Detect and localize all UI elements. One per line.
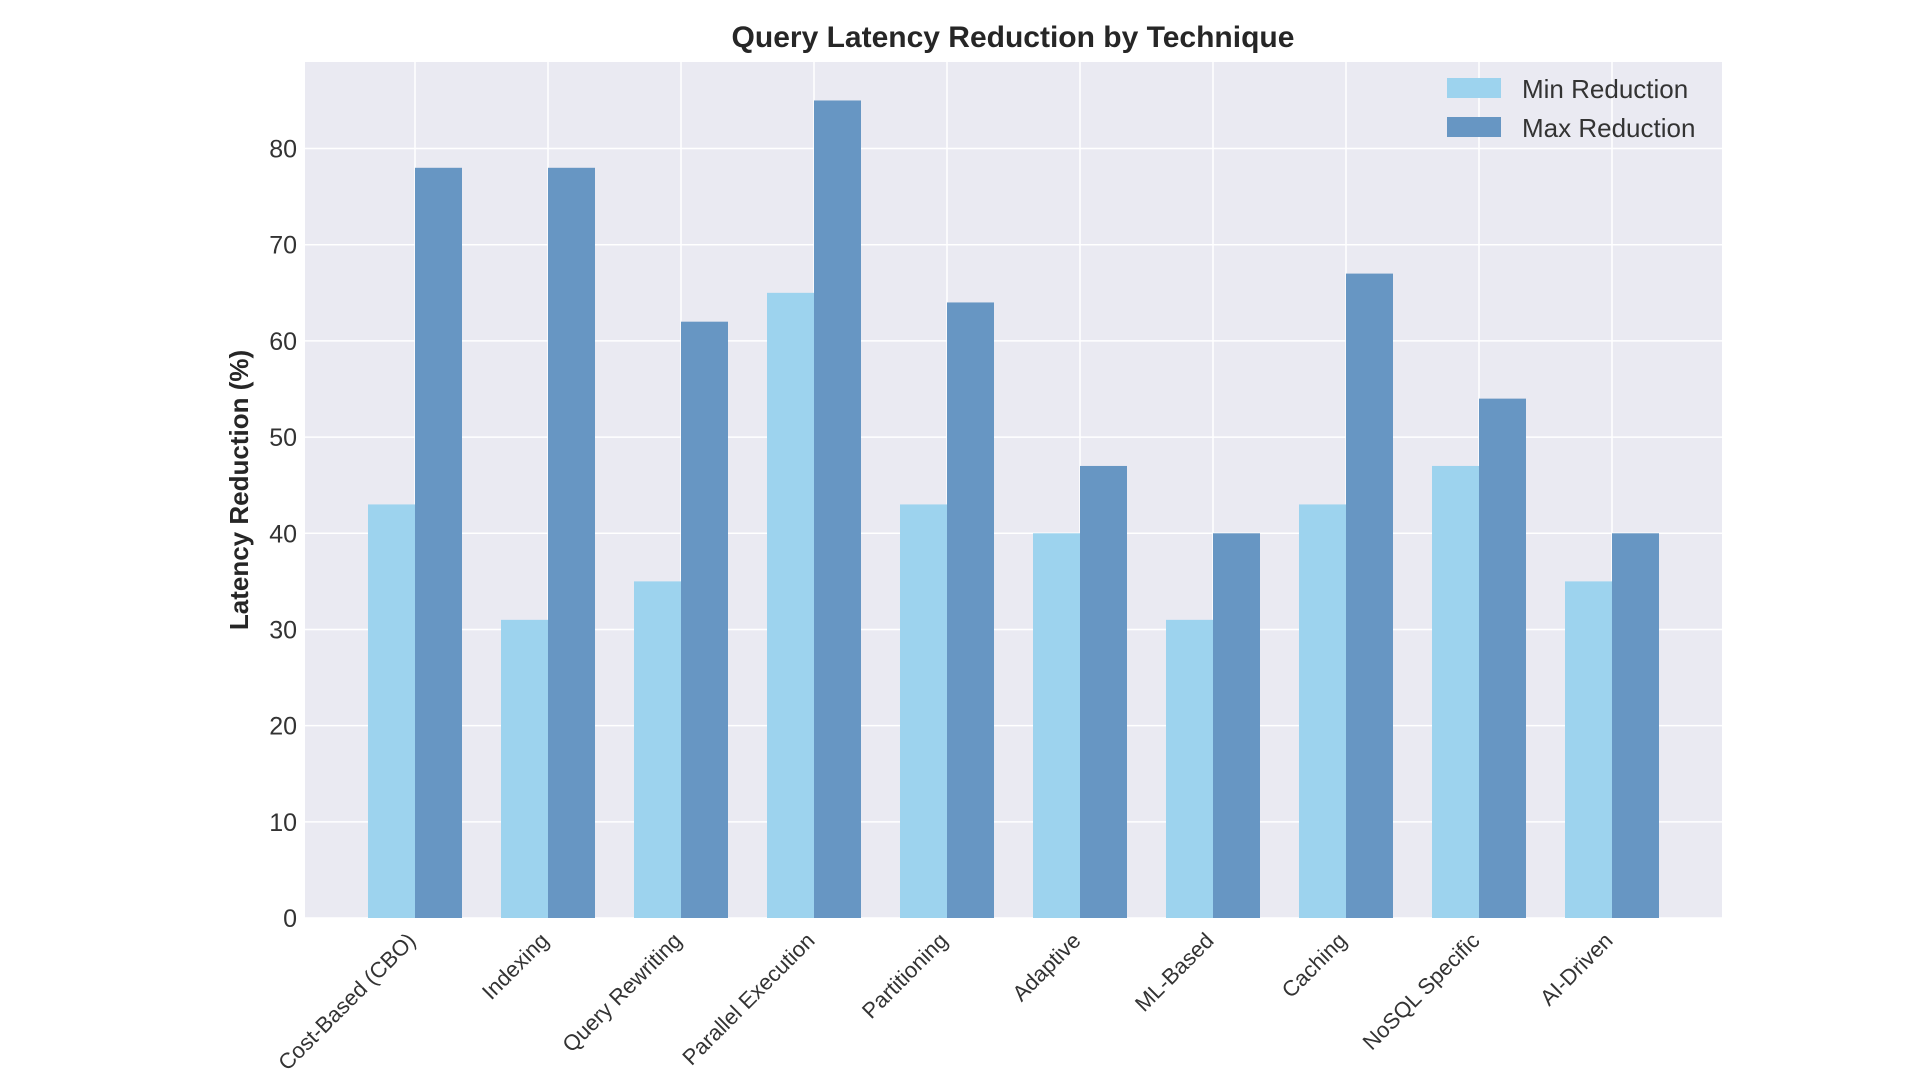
bar-max-reduction [1479, 398, 1526, 918]
bar-max-reduction [1612, 533, 1659, 918]
legend-label: Min Reduction [1522, 74, 1688, 104]
bar-max-reduction [548, 167, 595, 919]
y-tick-label: 60 [269, 328, 297, 356]
bar-min-reduction [1033, 533, 1080, 918]
y-tick-label: 20 [269, 713, 297, 741]
bar-min-reduction [1565, 581, 1612, 918]
legend-swatch [1447, 117, 1501, 137]
x-tick-label: Caching [1277, 928, 1352, 1003]
bars [368, 100, 1659, 919]
y-axis-label: Latency Reduction (%) [224, 350, 254, 630]
bar-min-reduction [767, 292, 814, 919]
y-axis-ticks: 0 10 20 30 40 50 60 70 80 [269, 136, 297, 933]
bar-min-reduction [634, 581, 681, 918]
bar-max-reduction [1213, 533, 1260, 918]
bar-max-reduction [1080, 465, 1127, 918]
y-tick-label: 80 [269, 136, 297, 164]
x-tick-label: Partitioning [857, 928, 953, 1024]
bar-max-reduction [947, 302, 994, 918]
x-tick-label: NoSQL Specific [1358, 928, 1485, 1055]
y-tick-label: 40 [269, 520, 297, 548]
bar-min-reduction [368, 504, 415, 918]
legend: Min Reduction Max Reduction [1447, 74, 1695, 143]
x-tick-label: Cost-Based (CBO) [273, 928, 420, 1075]
bar-min-reduction [900, 504, 947, 918]
y-tick-label: 0 [283, 905, 297, 933]
bar-max-reduction [681, 321, 728, 918]
legend-label: Max Reduction [1522, 113, 1695, 143]
x-tick-label: Query Rewriting [557, 928, 686, 1057]
y-tick-label: 30 [269, 616, 297, 644]
bar-max-reduction [415, 167, 462, 919]
x-tick-label: ML-Based [1130, 928, 1219, 1017]
bar-min-reduction [1432, 465, 1479, 918]
bar-max-reduction [814, 100, 861, 918]
bar-min-reduction [1166, 619, 1213, 918]
bar-max-reduction [1346, 273, 1393, 918]
y-tick-label: 10 [269, 809, 297, 837]
x-tick-label: AI-Driven [1535, 928, 1618, 1011]
chart-title: Query Latency Reduction by Technique [732, 21, 1295, 54]
x-tick-label: Indexing [477, 928, 554, 1005]
x-tick-label: Adaptive [1007, 928, 1085, 1006]
legend-swatch [1447, 78, 1501, 98]
bar-min-reduction [501, 619, 548, 918]
x-axis-ticks: Cost-Based (CBO) Indexing Query RewritingP… [273, 928, 1617, 1075]
x-tick-label: Parallel Execution [677, 928, 819, 1070]
y-tick-label: 70 [269, 232, 297, 260]
bar-min-reduction [1299, 504, 1346, 918]
y-tick-label: 50 [269, 424, 297, 452]
